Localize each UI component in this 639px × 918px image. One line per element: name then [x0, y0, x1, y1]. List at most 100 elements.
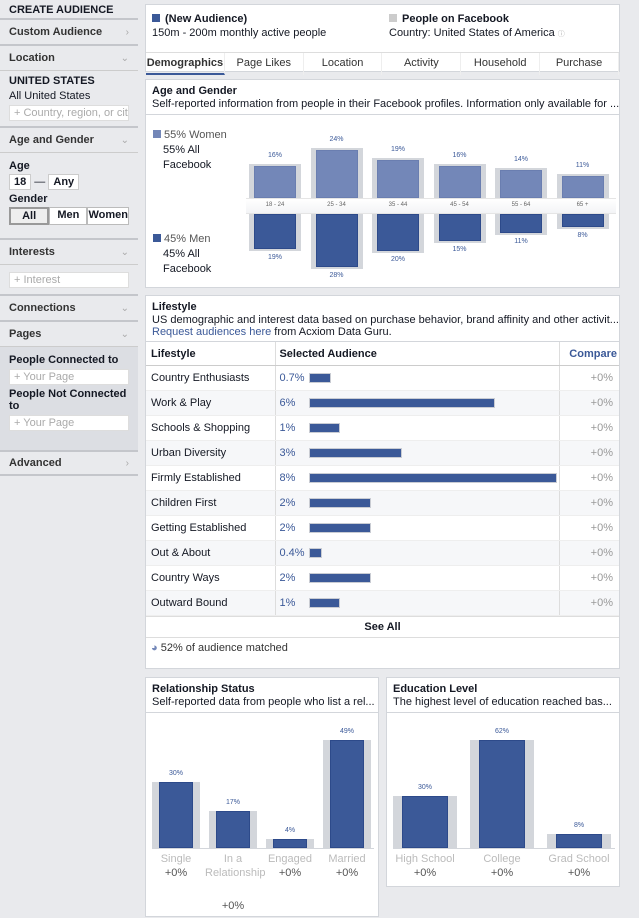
lifestyle-name: Children First: [151, 497, 217, 509]
men-bar[interactable]: [561, 214, 604, 227]
selected-percent: 0.4%: [279, 547, 305, 559]
lifestyle-name: Firmly Established: [151, 472, 241, 484]
men-value-label: 11%: [514, 238, 528, 245]
tab-purchase[interactable]: Purchase: [540, 53, 619, 75]
bar[interactable]: [273, 839, 307, 848]
women-value-label: 19%: [390, 146, 405, 153]
men-bar[interactable]: [377, 214, 419, 251]
interests-section[interactable]: Interests ⌄: [0, 238, 138, 264]
compare-value: +0%: [559, 366, 619, 390]
audience-swatch: [152, 14, 160, 22]
lifestyle-name: Work & Play: [151, 397, 212, 409]
bar[interactable]: [330, 740, 364, 848]
selected-bar: [309, 498, 372, 508]
table-row[interactable]: Firmly Established 8% +0%: [146, 466, 619, 491]
custom-audience-section[interactable]: Custom Audience ›: [0, 18, 138, 44]
table-row[interactable]: Country Enthusiasts 0.7% +0%: [146, 366, 619, 391]
men-bar[interactable]: [500, 214, 542, 233]
bar[interactable]: [216, 810, 250, 848]
age-tick-label: 45 - 54: [450, 202, 469, 208]
pages-section[interactable]: Pages ⌄: [0, 320, 138, 346]
compare-country: Country: United States of America: [389, 27, 555, 39]
age-min-select[interactable]: 18: [9, 174, 32, 190]
tab-household[interactable]: Household: [461, 53, 541, 75]
tab-location[interactable]: Location: [304, 53, 383, 75]
table-row[interactable]: Getting Established 2% +0%: [146, 516, 619, 541]
women-swatch: [153, 130, 161, 138]
table-row[interactable]: Outward Bound 1% +0%: [146, 591, 619, 616]
col-compare[interactable]: Compare: [559, 342, 619, 365]
compare-value: +0%: [164, 867, 188, 879]
bar[interactable]: [402, 795, 448, 848]
women-bar[interactable]: [377, 160, 419, 198]
age-max-select[interactable]: Any: [48, 174, 80, 190]
compare-value: +0%: [335, 867, 359, 879]
interest-input[interactable]: + Interest: [9, 272, 129, 288]
tab-page-likes[interactable]: Page Likes: [225, 53, 304, 75]
section-label: Advanced: [9, 457, 62, 469]
lifestyle-name: Getting Established: [151, 522, 247, 534]
connected-page-input[interactable]: + Your Page: [9, 369, 129, 385]
card-title: Lifestyle: [152, 301, 197, 313]
women-bar[interactable]: [561, 176, 604, 198]
bar[interactable]: [479, 740, 525, 848]
bar-value-label: 62%: [494, 728, 509, 736]
bar[interactable]: [159, 782, 193, 848]
table-row[interactable]: Children First 2% +0%: [146, 491, 619, 516]
table-row[interactable]: Work & Play 6% +0%: [146, 391, 619, 416]
section-label: Connections: [9, 302, 76, 314]
location-input[interactable]: + Country, region, or city: [9, 105, 129, 121]
location-section[interactable]: Location ⌄: [0, 44, 138, 70]
women-value-label: 16%: [267, 152, 282, 159]
gender-men-button[interactable]: Men: [49, 207, 88, 225]
request-audiences-link[interactable]: Request audiences here: [152, 326, 272, 338]
advanced-section[interactable]: Advanced ›: [0, 450, 138, 476]
tab-demographics[interactable]: Demographics: [146, 53, 225, 75]
selected-percent: 0.7%: [279, 372, 305, 384]
selected-percent: 6%: [279, 397, 296, 409]
women-bar[interactable]: [500, 170, 542, 198]
selected-percent: 2%: [279, 522, 296, 534]
baseline: [393, 848, 615, 849]
not-connected-page-input[interactable]: + Your Page: [9, 415, 129, 431]
women-bar[interactable]: [438, 166, 481, 198]
table-row[interactable]: Out & About 0.4% +0%: [146, 541, 619, 566]
sidebar: CREATE AUDIENCE Custom Audience › Locatio…: [0, 0, 138, 903]
tab-activity[interactable]: Activity: [382, 53, 462, 75]
compare-value: +0%: [278, 867, 302, 879]
bar[interactable]: [556, 834, 602, 848]
age-gender-section[interactable]: Age and Gender ⌄: [0, 126, 138, 152]
col-lifestyle: Lifestyle: [151, 347, 196, 360]
table-row[interactable]: Schools & Shopping 1% +0%: [146, 416, 619, 441]
men-bar[interactable]: [315, 214, 358, 267]
compare-value: +0%: [559, 391, 619, 415]
men-bar[interactable]: [438, 214, 481, 241]
category-label: High School: [395, 853, 455, 865]
gender-women-button[interactable]: Women: [87, 207, 129, 225]
info-icon[interactable]: ⓘ: [557, 31, 565, 38]
gender-all-button[interactable]: All: [9, 207, 50, 225]
lifestyle-table: Country Enthusiasts 0.7% +0% Work & Play 6% +…: [146, 366, 619, 616]
audience-name: (New Audience): [165, 13, 248, 25]
lifestyle-name: Country Enthusiasts: [151, 372, 250, 384]
women-value-label: 16%: [452, 152, 467, 159]
section-label: Custom Audience: [9, 26, 103, 38]
bar-value-label: 49%: [339, 728, 354, 736]
women-bar[interactable]: [254, 166, 296, 198]
relationship-chart: 30% Single +0% 17% In a Relationship +0% 4% Eng…: [146, 678, 380, 918]
table-row[interactable]: Urban Diversity 3% +0%: [146, 441, 619, 466]
card-subtitle: Self-reported information from people in…: [146, 97, 619, 115]
men-value-label: 20%: [390, 256, 405, 263]
category-label: College: [483, 853, 521, 865]
lifestyle-card: Lifestyle US demographic and interest da…: [145, 295, 620, 669]
table-row[interactable]: Country Ways 2% +0%: [146, 566, 619, 591]
pie-icon: ◕: [151, 642, 158, 654]
age-tick-label: 18 - 24: [265, 202, 285, 208]
women-bar[interactable]: [315, 150, 358, 198]
see-all-button[interactable]: See All: [146, 616, 619, 638]
section-label: Location: [9, 52, 55, 64]
category-label: Single: [160, 853, 192, 865]
selected-percent: 8%: [279, 472, 296, 484]
connections-section[interactable]: Connections ⌄: [0, 294, 138, 320]
men-bar[interactable]: [254, 214, 296, 249]
